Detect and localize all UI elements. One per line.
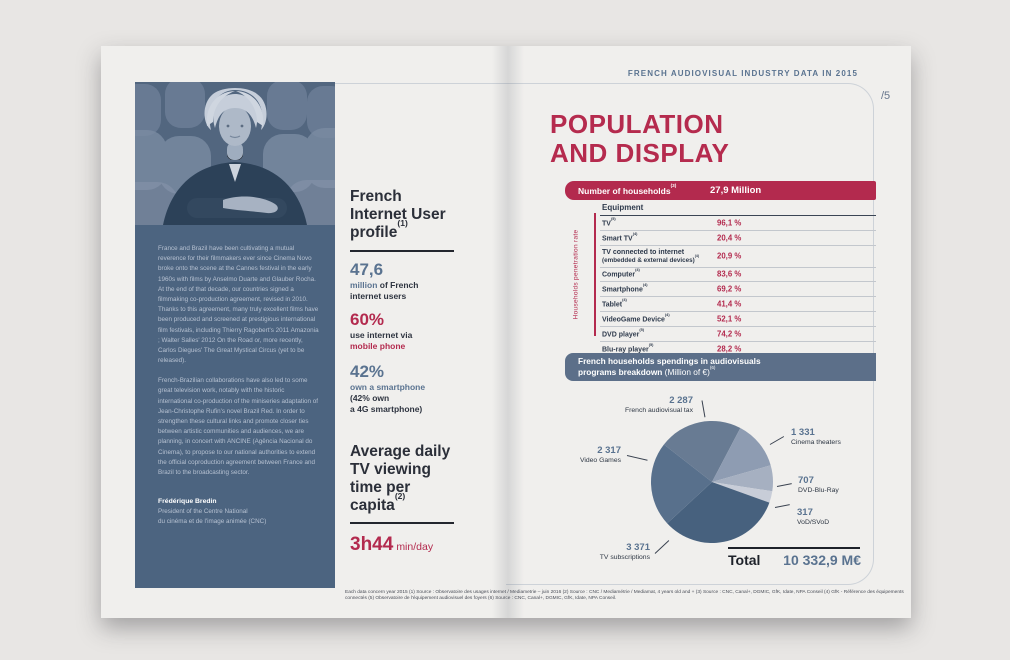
stat-smartphone: 42% own a smartphone (42% own a 4G smart… [350,363,500,415]
table-row: TV connected to internet (embedded & exte… [600,246,876,268]
table-value: 28,2 % [717,344,742,354]
stat-number: 42% [350,362,385,381]
stat-caption: use internet via [350,329,413,340]
pie-slice-3 [712,482,773,503]
stat-caption: a 4G smartphone) [350,403,423,414]
stat-mobile-internet: 60% use internet via mobile phone [350,311,500,352]
total-label: Total [728,552,761,568]
spending-bar-line1: French households spendings in audiovisu… [578,356,761,366]
stat-number: 47,6 [350,260,384,279]
spending-footnote-ref: (6) [709,364,716,370]
households-footnote-ref: (3) [670,183,677,189]
equipment-table: Equipment TV(5) 96,1 % Smart TV(4) 20,4 % … [600,200,876,358]
pie-slice-2 [712,465,773,492]
table-row: VideoGame Device(4) 52,1 % [600,312,876,328]
signature-role-1: President of the Centre National [158,508,248,516]
pie-slice-0 [663,420,741,482]
pie-svg [650,420,773,543]
stat-caption-highlight: own a smartphone [350,381,426,392]
table-row: TV(5) 96,1 % [600,216,876,231]
portrait-photo [135,82,335,225]
stat-caption-highlight: mobile phone [350,340,406,351]
pie-slice-1 [712,427,771,482]
table-value: 69,2 % [717,284,742,294]
signature-name: Frédérique Bredin [158,498,217,506]
magazine-spread: France and Brazil have been cultivating … [101,46,911,618]
tv-time-unit: min/day [396,541,434,553]
page-fold [492,46,524,618]
table-value: 83,6 % [717,269,742,279]
table-row: Computer(4) 83,6 % [600,268,876,283]
table-row: DVD player(5) 74,2 % [600,327,876,343]
total-divider-line [728,547,860,549]
total-row: Total 10 332,9 M€ [728,552,861,568]
intro-text: France and Brazil have been cultivating … [135,225,335,527]
signature-block: Frédérique Bredin President of the Centr… [158,496,319,527]
households-label: Number of households(3) [578,183,677,196]
running-header: FRENCH AUDIOVISUAL INDUSTRY DATA IN 2015 [627,69,858,78]
spending-header-bar: French households spendings in audiovisu… [565,353,876,381]
stat-unit: million [350,279,378,290]
pie-label-dvd-bluray: 707 DVD-Blu-Ray [798,475,839,494]
equipment-table-header: Equipment [600,200,876,216]
profile-heading-footnote-ref: (1) [397,218,408,229]
right-page-frame [506,83,874,585]
signature-role-2: du cinéma et de l'image animée (CNC) [158,517,267,525]
pie-label-video-games: 2 317 Video Games [579,445,621,464]
tv-time-number: 3h44 [350,534,394,555]
pie-label-vod-svod: 317 VoD/SVoD [797,507,830,526]
households-value: 27,9 Million [710,185,762,196]
section-title: POPULATION AND DISPLAY [550,109,730,169]
pie-label-tv-subscriptions: 3 371 TV subscriptions [599,542,650,561]
stat-number: 60% [350,310,385,329]
intro-paragraph-2: French-Brazilian collaborations have als… [158,377,318,476]
spending-bar-line2: programs breakdown [578,366,663,377]
divider [350,250,454,252]
stat-internet-users: 47,6 million of French internet users [350,261,500,302]
tv-time-value: 3h44 min/day [350,534,433,556]
households-header-bar: Number of households(3) 27,9 Million [565,181,876,200]
footnotes: Each data concern year 2015 (1) Source :… [345,590,904,602]
page-number: /5 [881,90,891,102]
table-row: Tablet(4) 41,4 % [600,297,876,313]
axis-label-vertical: Households penetration rate [572,229,580,320]
table-row: Smart TV(4) 20,4 % [600,231,876,246]
table-value: 96,1 % [717,218,742,228]
portrait-panel: France and Brazil have been cultivating … [135,82,335,588]
table-value: 74,2 % [717,329,742,339]
table-value: 52,1 % [717,314,742,324]
intro-paragraph-1: France and Brazil have been cultivating … [158,245,319,365]
pie-slice-5 [650,444,712,524]
divider [350,522,454,524]
table-value: 20,9 % [717,251,742,261]
stat-caption: (42% own [350,392,390,403]
axis-accent-line [594,213,596,336]
table-value: 41,4 % [717,299,742,309]
tv-time-heading: Average daily TV viewing time per capita… [350,443,451,515]
pie-label-cinema-theaters: 1 331 Cinema theaters [791,427,841,446]
pie-label-audiovisual-tax: 2 287 French audiovisual tax [624,395,693,414]
stat-caption: internet users [350,290,407,301]
profile-heading: French Internet User profile(1) [350,188,446,242]
total-value: 10 332,9 M€ [783,552,861,568]
table-value: 20,4 % [717,233,742,243]
tv-heading-footnote-ref: (2) [394,491,406,502]
table-row: Smartphone(4) 69,2 % [600,282,876,298]
spending-pie-chart [640,410,784,554]
pie-slice-4 [667,482,770,543]
